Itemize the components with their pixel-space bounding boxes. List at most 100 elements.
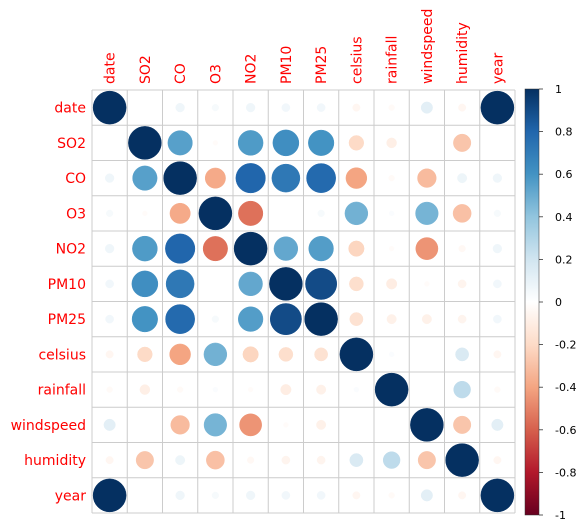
- corr-circle-CO-PM10: [271, 163, 301, 193]
- corr-circle-O3-windspeed: [415, 201, 439, 225]
- correlation-circles: [92, 90, 515, 513]
- corr-circle-year-celsius: [352, 491, 361, 500]
- corr-circle-rainfall-rainfall: [374, 372, 409, 407]
- corr-circle-celsius-rainfall: [389, 351, 395, 357]
- corr-circle-celsius-CO: [169, 343, 191, 366]
- corr-circle-rainfall-humidity: [453, 380, 471, 399]
- corr-circle-NO2-rainfall: [389, 246, 395, 252]
- colorbar-tick-label: 0: [555, 296, 562, 309]
- corr-circle-CO-humidity: [457, 173, 468, 184]
- corr-circle-CO-PM25: [306, 163, 336, 193]
- corr-circle-NO2-windspeed: [415, 237, 439, 260]
- corr-circle-CO-year: [492, 173, 502, 183]
- row-label-NO2: NO2: [56, 242, 86, 258]
- corr-circle-PM10-windspeed: [424, 281, 430, 287]
- col-label-humidity: humidity: [455, 22, 471, 84]
- colorbar: [524, 88, 540, 516]
- corr-circle-celsius-O3: [203, 342, 228, 367]
- corr-circle-PM25-SO2: [131, 306, 158, 333]
- corr-circle-rainfall-NO2: [248, 387, 254, 393]
- corr-circle-PM25-celsius: [349, 312, 364, 326]
- corr-circle-date-celsius: [352, 103, 361, 112]
- corr-circle-rainfall-CO: [177, 386, 184, 393]
- corr-circle-NO2-date: [105, 244, 115, 254]
- corr-circle-humidity-SO2: [135, 451, 154, 470]
- row-labels: date SO2 CO O3 NO2 PM10 PM25 celsius rainfall win…: [11, 101, 87, 505]
- corr-circle-SO2-rainfall: [386, 137, 397, 149]
- corr-circle-celsius-date: [105, 350, 114, 359]
- corr-circle-SO2-PM10: [272, 129, 300, 157]
- row-label-year: year: [55, 488, 86, 504]
- corr-circle-SO2-humidity: [453, 133, 472, 152]
- corr-circle-O3-humidity: [452, 204, 472, 223]
- corr-circle-NO2-PM10: [273, 236, 299, 261]
- corr-circle-celsius-PM25: [314, 347, 328, 362]
- corr-circle-rainfall-date: [106, 386, 113, 393]
- row-label-PM25: PM25: [48, 312, 86, 328]
- row-label-windspeed: windspeed: [11, 418, 86, 434]
- corr-circle-O3-CO: [169, 202, 191, 224]
- corr-circle-celsius-humidity: [455, 347, 469, 362]
- corr-circle-date-humidity: [458, 103, 467, 112]
- corr-circle-humidity-humidity: [445, 443, 479, 477]
- corr-circle-date-NO2: [246, 103, 256, 113]
- corr-circle-SO2-SO2: [128, 126, 162, 160]
- corr-circle-CO-NO2: [235, 163, 266, 194]
- colorbar-tick-label: -0.4: [555, 381, 576, 394]
- col-label-celsius: celsius: [349, 36, 365, 84]
- corr-circle-PM25-NO2: [238, 306, 264, 332]
- colorbar-tick-label: 0.6: [555, 168, 573, 181]
- col-label-PM10: PM10: [279, 46, 295, 84]
- corr-circle-PM10-CO: [165, 269, 195, 299]
- colorbar-tick-label: -0.2: [555, 339, 576, 352]
- corr-circle-windspeed-PM25: [316, 419, 327, 430]
- corr-circle-celsius-SO2: [137, 346, 153, 363]
- corr-circle-date-O3: [211, 104, 219, 112]
- row-label-celsius: celsius: [38, 347, 86, 363]
- corr-circle-humidity-NO2: [247, 456, 255, 464]
- corr-circle-PM10-rainfall: [386, 278, 398, 290]
- corr-circle-rainfall-year: [494, 386, 501, 393]
- corr-circle-date-windspeed: [420, 101, 433, 114]
- corr-circle-NO2-NO2: [233, 231, 268, 266]
- col-label-SO2: SO2: [138, 55, 154, 84]
- corr-circle-O3-PM25: [317, 209, 325, 217]
- row-label-SO2: SO2: [57, 136, 86, 152]
- corr-circle-windspeed-O3: [203, 413, 227, 437]
- corr-circle-windspeed-NO2: [239, 413, 262, 437]
- corr-circle-humidity-date: [105, 456, 114, 465]
- corr-circle-date-CO: [175, 103, 185, 113]
- corr-circle-year-humidity: [458, 491, 467, 500]
- corr-circle-O3-O3: [198, 196, 233, 231]
- corr-circle-humidity-rainfall: [382, 451, 401, 469]
- corr-circle-O3-rainfall: [389, 210, 395, 216]
- colorbar-gradient: [525, 89, 539, 515]
- corr-circle-PM25-year: [493, 314, 502, 324]
- corr-circle-CO-SO2: [132, 165, 158, 191]
- corr-circle-year-PM10: [281, 491, 291, 500]
- colorbar-tick-label: -1: [555, 509, 566, 522]
- corr-circle-PM25-O3: [211, 315, 219, 323]
- corr-circle-PM25-CO: [165, 304, 195, 334]
- corr-circle-PM10-NO2: [238, 271, 263, 297]
- corr-circle-NO2-humidity: [458, 245, 466, 253]
- col-label-rainfall: rainfall: [385, 36, 401, 84]
- corr-circle-date-PM25: [316, 103, 326, 112]
- row-label-O3: O3: [66, 206, 86, 222]
- col-label-PM25: PM25: [314, 46, 330, 84]
- corr-circle-year-O3: [211, 491, 219, 499]
- corr-circle-CO-celsius: [345, 167, 368, 189]
- corr-circle-SO2-CO: [167, 130, 193, 156]
- corr-circle-windspeed-date: [103, 418, 116, 431]
- corr-circle-PM10-PM25: [305, 267, 338, 300]
- corr-circle-O3-year: [493, 209, 501, 217]
- corr-circle-SO2-NO2: [237, 130, 264, 156]
- corr-circle-year-year: [480, 478, 515, 513]
- corr-circle-windspeed-year: [491, 418, 504, 431]
- corr-circle-humidity-CO: [175, 455, 186, 466]
- row-label-humidity: humidity: [24, 453, 86, 469]
- colorbar-tick-label: 0.8: [555, 126, 573, 139]
- corr-circle-celsius-NO2: [242, 346, 259, 363]
- corr-circle-celsius-PM10: [278, 347, 294, 362]
- corr-circle-rainfall-PM25: [316, 384, 327, 395]
